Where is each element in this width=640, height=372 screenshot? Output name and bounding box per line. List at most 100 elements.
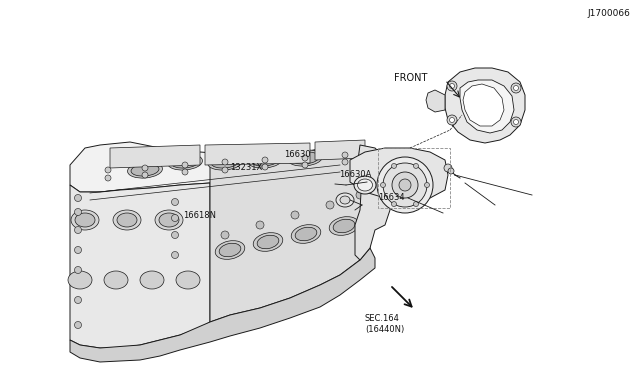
Circle shape <box>511 117 521 127</box>
Ellipse shape <box>291 225 321 243</box>
Circle shape <box>105 175 111 181</box>
Ellipse shape <box>219 243 241 257</box>
Circle shape <box>424 183 429 187</box>
Polygon shape <box>205 143 310 165</box>
Polygon shape <box>70 142 370 192</box>
Ellipse shape <box>168 154 202 170</box>
Text: 13231X: 13231X <box>230 163 262 172</box>
Circle shape <box>74 208 81 215</box>
Circle shape <box>74 227 81 234</box>
Ellipse shape <box>295 227 317 241</box>
Ellipse shape <box>68 271 92 289</box>
Circle shape <box>413 202 419 206</box>
Circle shape <box>511 83 521 93</box>
Text: 16618N: 16618N <box>183 211 216 220</box>
Text: FRONT: FRONT <box>394 73 427 83</box>
Text: 16630: 16630 <box>284 150 311 159</box>
Circle shape <box>74 321 81 328</box>
Ellipse shape <box>211 156 239 168</box>
Circle shape <box>142 165 148 171</box>
Ellipse shape <box>329 217 359 235</box>
Circle shape <box>172 215 179 221</box>
Circle shape <box>222 167 228 173</box>
Ellipse shape <box>340 196 350 204</box>
Ellipse shape <box>248 152 282 168</box>
Ellipse shape <box>155 210 183 230</box>
Circle shape <box>356 191 364 199</box>
Ellipse shape <box>207 154 243 170</box>
Ellipse shape <box>176 271 200 289</box>
Polygon shape <box>445 68 525 143</box>
Ellipse shape <box>253 232 283 251</box>
Circle shape <box>262 164 268 170</box>
Circle shape <box>172 231 179 238</box>
Polygon shape <box>315 140 365 160</box>
Circle shape <box>444 164 452 172</box>
Circle shape <box>256 221 264 229</box>
Polygon shape <box>463 84 504 126</box>
Ellipse shape <box>291 152 319 164</box>
Circle shape <box>302 162 308 168</box>
Ellipse shape <box>171 156 199 168</box>
Circle shape <box>413 163 419 169</box>
Circle shape <box>513 86 518 90</box>
Circle shape <box>291 211 299 219</box>
Circle shape <box>74 296 81 304</box>
Circle shape <box>142 172 148 178</box>
Circle shape <box>182 162 188 168</box>
Circle shape <box>221 231 229 239</box>
Circle shape <box>449 83 454 89</box>
Circle shape <box>448 168 454 174</box>
Polygon shape <box>355 145 390 260</box>
Ellipse shape <box>113 210 141 230</box>
Ellipse shape <box>358 179 372 191</box>
Ellipse shape <box>75 213 95 227</box>
Polygon shape <box>110 145 200 168</box>
Text: J1700066: J1700066 <box>588 9 630 17</box>
Ellipse shape <box>333 219 355 233</box>
Ellipse shape <box>131 164 159 176</box>
Circle shape <box>342 152 348 158</box>
Circle shape <box>74 247 81 253</box>
Ellipse shape <box>257 235 279 249</box>
Circle shape <box>447 115 457 125</box>
Ellipse shape <box>215 241 244 259</box>
Circle shape <box>392 172 418 198</box>
Circle shape <box>377 157 433 213</box>
Polygon shape <box>70 183 210 348</box>
Circle shape <box>105 167 111 173</box>
Ellipse shape <box>140 271 164 289</box>
Polygon shape <box>350 148 448 200</box>
Text: 16634: 16634 <box>378 193 404 202</box>
Ellipse shape <box>251 154 279 166</box>
Circle shape <box>74 266 81 273</box>
Circle shape <box>172 199 179 205</box>
Polygon shape <box>426 90 445 112</box>
Circle shape <box>302 155 308 161</box>
Ellipse shape <box>104 271 128 289</box>
Circle shape <box>383 163 427 207</box>
Polygon shape <box>70 248 375 362</box>
Text: 16630A: 16630A <box>339 170 372 179</box>
Ellipse shape <box>354 176 376 194</box>
Ellipse shape <box>127 162 163 178</box>
Circle shape <box>399 179 411 191</box>
Ellipse shape <box>159 213 179 227</box>
Ellipse shape <box>117 213 137 227</box>
Polygon shape <box>210 145 370 322</box>
Circle shape <box>172 251 179 259</box>
Circle shape <box>262 157 268 163</box>
Circle shape <box>326 201 334 209</box>
Ellipse shape <box>287 150 323 166</box>
Circle shape <box>513 119 518 125</box>
Circle shape <box>447 81 457 91</box>
Ellipse shape <box>336 193 354 207</box>
Text: SEC.164
(16440N): SEC.164 (16440N) <box>365 314 404 334</box>
Circle shape <box>74 195 81 202</box>
Polygon shape <box>460 80 514 133</box>
Circle shape <box>381 183 385 187</box>
Circle shape <box>392 163 397 169</box>
Ellipse shape <box>71 210 99 230</box>
Circle shape <box>342 159 348 165</box>
Circle shape <box>222 159 228 165</box>
